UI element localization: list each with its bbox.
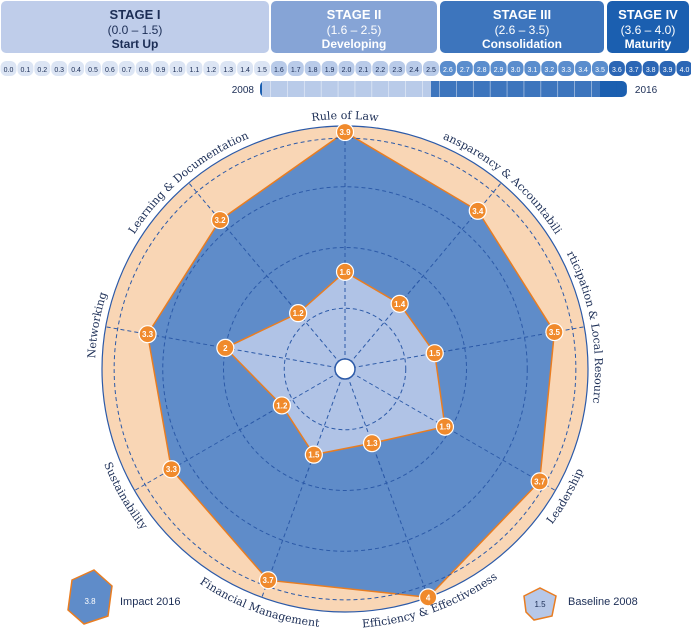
stage-range: (2.6 – 3.5): [495, 23, 550, 37]
scale-label: 1.9: [325, 67, 335, 74]
axis-label-text: Rule of Law: [311, 109, 380, 124]
progress-segment: [600, 81, 617, 97]
scale-label: 2.1: [359, 67, 369, 74]
stage-title: STAGE I: [109, 7, 160, 22]
impact-value-label: 3.4: [472, 207, 484, 216]
scale-label: 0.5: [88, 67, 98, 74]
scale-label: 4.0: [680, 67, 690, 74]
scale-label: 1.7: [291, 67, 301, 74]
scale-label: 2.2: [375, 67, 385, 74]
impact-value-label: 3.3: [166, 465, 178, 474]
scale-label: 1.0: [173, 67, 183, 74]
scale-label: 0.1: [21, 67, 31, 74]
scale-label: 1.6: [274, 67, 284, 74]
stage-title: STAGE II: [327, 7, 382, 22]
stage-title: STAGE IV: [618, 7, 678, 22]
scale-label: 3.3: [561, 67, 571, 74]
baseline-value-label: 1.5: [308, 451, 320, 460]
stage-name: Start Up: [112, 37, 159, 51]
scale-label: 0.8: [139, 67, 149, 74]
scale-label: 2.0: [342, 67, 352, 74]
stage-title: STAGE III: [493, 7, 551, 22]
legend-baseline-label: Baseline 2008: [568, 596, 638, 608]
scale-label: 3.1: [528, 67, 538, 74]
impact-value-label: 3.2: [214, 216, 226, 225]
stage-name: Developing: [322, 37, 387, 51]
scale-label: 3.5: [595, 67, 605, 74]
scale-label: 3.0: [511, 67, 521, 74]
legend-impact-sample: 3.8: [84, 597, 96, 606]
scale-label: 2.4: [409, 67, 419, 74]
scale-label: 0.0: [4, 67, 14, 74]
scale-label: 2.9: [494, 67, 504, 74]
baseline-value-label: 1.9: [439, 423, 451, 432]
baseline-value-label: 2: [223, 344, 228, 353]
scale-label: 1.1: [190, 67, 200, 74]
scale-label: 2.7: [460, 67, 470, 74]
radar-center: [335, 359, 355, 379]
stage-range: (1.6 – 2.5): [327, 23, 382, 37]
scale-label: 1.4: [240, 67, 250, 74]
progress-start-label: 2008: [232, 85, 255, 96]
stage-name: Maturity: [625, 37, 672, 51]
legend-baseline-sample: 1.5: [534, 600, 546, 609]
stage-header: STAGE I(0.0 – 1.5)Start Up STAGE II(1.6 –…: [1, 1, 689, 53]
baseline-value-label: 1.4: [394, 300, 406, 309]
scale-label: 2.6: [443, 67, 453, 74]
stage-name: Consolidation: [482, 37, 562, 51]
scale-label: 3.7: [629, 67, 639, 74]
scale-row: 0.0 0.1 0.2 0.3 0.4 0.5 0.6 0.7 0.8 0.9 1.0 1.1 1.2 1…: [1, 61, 691, 76]
scale-label: 1.3: [223, 67, 233, 74]
impact-value-label: 3.3: [142, 330, 154, 339]
stage-range: (3.6 – 4.0): [621, 23, 676, 37]
scale-label: 2.8: [477, 67, 487, 74]
scale-label: 2.3: [392, 67, 402, 74]
scale-label: 3.6: [612, 67, 622, 74]
progress-bar: 2008 2016: [232, 81, 658, 97]
baseline-value-label: 1.2: [276, 401, 288, 410]
scale-label: 0.4: [71, 67, 81, 74]
scale-label: 0.3: [54, 67, 64, 74]
impact-value-label: 3.5: [549, 328, 561, 337]
scale-label: 1.8: [308, 67, 318, 74]
baseline-value-label: 1.5: [429, 349, 441, 358]
baseline-value-label: 1.3: [366, 439, 378, 448]
baseline-value-label: 1.2: [293, 309, 305, 318]
impact-value-label: 3.7: [263, 576, 275, 585]
axis-label: Rule of Law: [311, 109, 380, 124]
scale-label: 0.2: [37, 67, 47, 74]
scale-label: 2.5: [426, 67, 436, 74]
scale-label: 3.8: [646, 67, 656, 74]
baseline-value-label: 1.6: [339, 268, 351, 277]
scale-label: 3.9: [663, 67, 673, 74]
legend-impact-label: Impact 2016: [120, 596, 181, 608]
scale-label: 0.7: [122, 67, 132, 74]
scale-label: 0.6: [105, 67, 115, 74]
scale-label: 3.2: [544, 67, 554, 74]
scale-label: 1.5: [257, 67, 267, 74]
progress-end-label: 2016: [635, 85, 658, 96]
impact-value-label: 4: [426, 593, 431, 602]
impact-value-label: 3.7: [534, 477, 546, 486]
stage-range: (0.0 – 1.5): [108, 23, 163, 37]
scale-label: 0.9: [156, 67, 166, 74]
scale-label: 1.2: [206, 67, 216, 74]
scale-label: 3.4: [578, 67, 588, 74]
impact-value-label: 3.9: [339, 128, 351, 137]
